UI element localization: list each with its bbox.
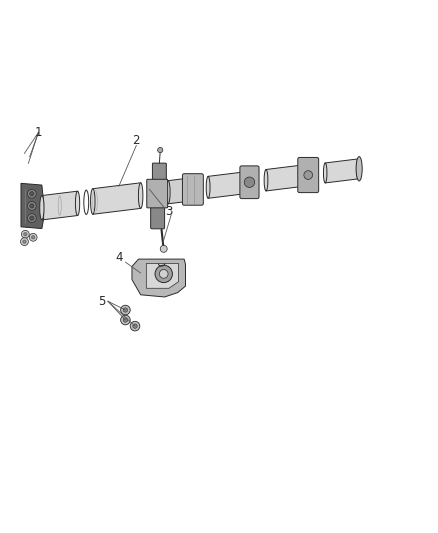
Circle shape bbox=[30, 204, 34, 208]
Circle shape bbox=[133, 324, 137, 328]
FancyBboxPatch shape bbox=[147, 179, 168, 208]
FancyBboxPatch shape bbox=[183, 174, 203, 205]
Circle shape bbox=[244, 177, 254, 188]
Circle shape bbox=[30, 216, 34, 220]
Ellipse shape bbox=[245, 172, 249, 193]
FancyBboxPatch shape bbox=[240, 166, 259, 199]
Text: 2: 2 bbox=[133, 134, 140, 147]
Circle shape bbox=[120, 315, 130, 325]
Polygon shape bbox=[42, 191, 78, 220]
Ellipse shape bbox=[91, 189, 95, 214]
Circle shape bbox=[304, 171, 313, 180]
Polygon shape bbox=[146, 263, 179, 288]
Text: 1: 1 bbox=[35, 126, 42, 139]
Ellipse shape bbox=[166, 181, 170, 204]
Text: 5: 5 bbox=[98, 295, 105, 308]
Circle shape bbox=[120, 305, 130, 315]
Ellipse shape bbox=[357, 159, 360, 179]
Polygon shape bbox=[208, 172, 247, 198]
Circle shape bbox=[30, 191, 34, 196]
Ellipse shape bbox=[75, 191, 80, 215]
Circle shape bbox=[160, 245, 167, 252]
Polygon shape bbox=[132, 259, 185, 297]
Ellipse shape bbox=[84, 190, 88, 214]
Circle shape bbox=[123, 308, 127, 312]
Circle shape bbox=[28, 189, 36, 198]
Circle shape bbox=[29, 233, 37, 241]
Circle shape bbox=[21, 238, 28, 246]
Circle shape bbox=[130, 321, 140, 331]
Ellipse shape bbox=[40, 196, 44, 220]
Circle shape bbox=[23, 240, 26, 244]
FancyBboxPatch shape bbox=[298, 157, 319, 192]
Ellipse shape bbox=[264, 169, 268, 191]
Polygon shape bbox=[168, 178, 188, 204]
Text: 3: 3 bbox=[165, 205, 173, 218]
Circle shape bbox=[24, 232, 27, 236]
Ellipse shape bbox=[187, 178, 191, 201]
Polygon shape bbox=[21, 183, 44, 229]
Ellipse shape bbox=[304, 165, 308, 186]
Polygon shape bbox=[325, 159, 358, 183]
Circle shape bbox=[155, 265, 173, 282]
Circle shape bbox=[159, 270, 168, 278]
Text: 4: 4 bbox=[115, 251, 123, 264]
Circle shape bbox=[28, 201, 36, 211]
Circle shape bbox=[28, 214, 36, 222]
Ellipse shape bbox=[154, 180, 160, 207]
Ellipse shape bbox=[206, 176, 210, 198]
Polygon shape bbox=[93, 183, 141, 214]
Circle shape bbox=[158, 148, 163, 152]
Circle shape bbox=[21, 230, 29, 238]
Ellipse shape bbox=[323, 163, 327, 183]
Ellipse shape bbox=[356, 157, 362, 181]
FancyBboxPatch shape bbox=[151, 203, 165, 229]
Polygon shape bbox=[266, 165, 306, 191]
Circle shape bbox=[123, 318, 127, 322]
FancyBboxPatch shape bbox=[152, 163, 166, 182]
Ellipse shape bbox=[138, 183, 143, 208]
Circle shape bbox=[32, 236, 35, 239]
